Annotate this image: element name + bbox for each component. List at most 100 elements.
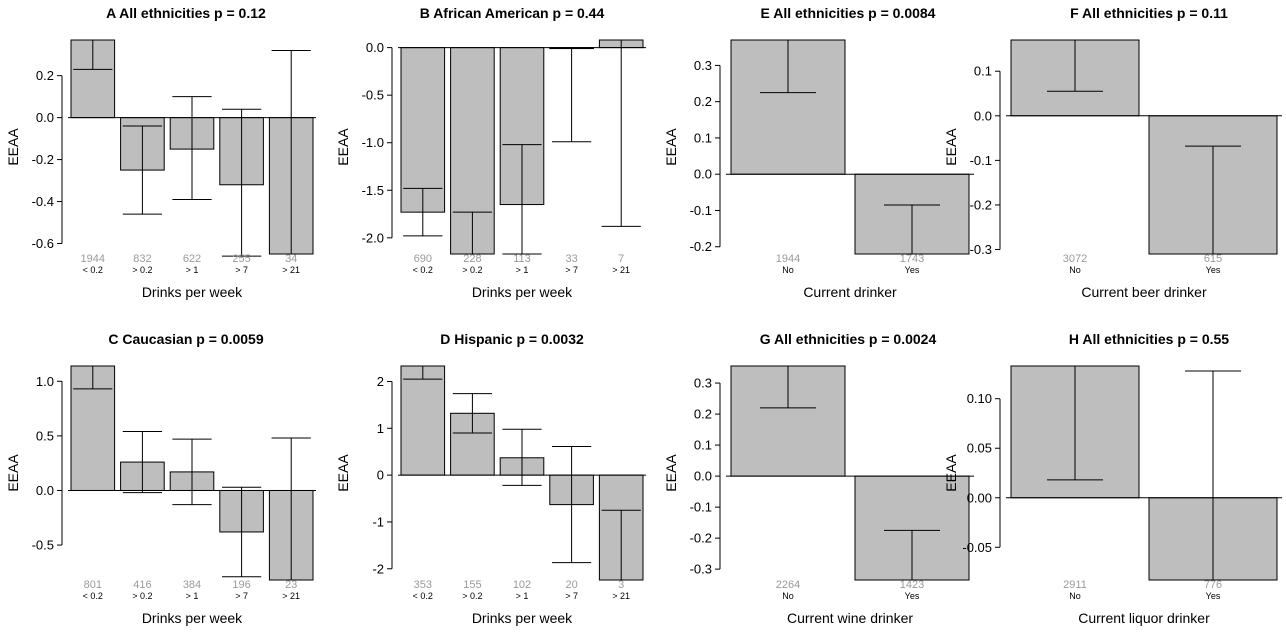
sample-count: 622 [183,253,201,265]
sample-count: 228 [463,253,481,265]
x-axis-label: Drinks per week [472,610,573,626]
x-axis-label: Current drinker [803,284,897,300]
category-label: Yes [905,591,920,601]
y-tick-label: 0.1 [694,438,712,453]
y-tick-label: 0.2 [694,407,712,422]
panel-title: G All ethnicities p = 0.0024 [760,331,937,347]
category-label: No [782,265,794,275]
category-label: < 0.2 [413,265,433,275]
category-label: > 7 [235,591,248,601]
sample-count: 690 [414,253,432,265]
panel-g: G All ethnicities p = 0.0024 -0.3 -0.2 -0.1… [663,331,974,626]
y-tick-label: 0.0 [366,40,384,55]
sample-count: 196 [232,579,250,591]
category-label: > 7 [565,591,578,601]
y-tick-label: -0.2 [970,197,992,212]
panel-a: A All ethnicities p = 0.12 -0.6 -0.4 -0.2 0.… [5,5,316,300]
category-label: Yes [905,265,920,275]
y-tick-label: -2.0 [362,230,384,245]
category-label: > 1 [186,265,199,275]
category-label: > 1 [516,265,529,275]
category-label: Yes [1206,265,1221,275]
y-axis-label: EEAA [335,128,351,166]
category-label: > 21 [282,591,300,601]
sample-count: 801 [84,579,102,591]
sample-count: 3072 [1063,253,1087,265]
y-tick-label: 0.2 [694,94,712,109]
y-tick-label: 2 [377,374,384,389]
y-tick-label: -1 [372,514,384,529]
category-label: > 0.2 [132,591,152,601]
y-tick-label: 0 [377,468,384,483]
y-tick-label: -0.3 [970,242,992,257]
y-tick-label: -0.2 [690,239,712,254]
panel-title: D Hispanic p = 0.0032 [440,331,584,347]
y-tick-label: -0.4 [32,194,54,209]
category-label: > 7 [235,265,248,275]
sample-count: 384 [183,579,201,591]
y-tick-label: -2 [372,561,384,576]
y-tick-label: 0.0 [694,469,712,484]
sample-count: 1743 [900,253,924,265]
y-tick-label: -0.6 [32,236,54,251]
category-label: Yes [1206,591,1221,601]
category-label: No [1069,265,1081,275]
sample-count: 3 [618,579,624,591]
sample-count: 2911 [1063,579,1087,591]
y-axis-label: EEAA [5,454,21,492]
y-tick-label: -0.2 [690,531,712,546]
sample-count: 255 [232,253,250,265]
y-tick-label: 0.1 [694,130,712,145]
sample-count: 7 [618,253,624,265]
category-label: > 21 [282,265,300,275]
sample-count: 1944 [81,253,105,265]
category-label: > 21 [612,265,630,275]
y-tick-label: 1.0 [36,374,54,389]
sample-count: 102 [513,579,531,591]
panel-f: F All ethnicities p = 0.11 -0.3 -0.2 -0.1 0.… [943,5,1282,300]
y-tick-label: -0.1 [970,153,992,168]
y-tick-label: -0.2 [32,152,54,167]
y-tick-label: 0.00 [967,490,992,505]
panel-e: E All ethnicities p = 0.0084 -0.2 -0.1 0.0 0… [663,5,974,300]
category-label: < 0.2 [83,265,103,275]
sample-count: 1423 [900,579,924,591]
sample-count: 832 [133,253,151,265]
y-tick-label: 0.1 [974,64,992,79]
y-tick-label: 0.0 [36,110,54,125]
sample-count: 155 [463,579,481,591]
sample-count: 33 [565,253,577,265]
y-tick-label: 0.2 [36,68,54,83]
x-axis-label: Drinks per week [142,610,243,626]
panel-h: H All ethnicities p = 0.55 -0.05 0.00 0.05 0… [943,331,1282,626]
category-label: > 1 [186,591,199,601]
y-tick-label: -1.5 [362,183,384,198]
y-tick-label: 0.3 [694,58,712,73]
y-axis-label: EEAA [943,454,959,492]
panel-title: B African American p = 0.44 [420,5,605,21]
y-tick-label: -0.1 [690,500,712,515]
category-label: < 0.2 [83,591,103,601]
y-axis-label: EEAA [335,454,351,492]
x-axis-label: Current liquor drinker [1078,610,1210,626]
y-tick-label: 0.0 [694,167,712,182]
x-axis-label: Drinks per week [472,284,573,300]
y-tick-label: 0.0 [974,108,992,123]
category-label: < 0.2 [413,591,433,601]
sample-count: 353 [414,579,432,591]
y-tick-label: 0.5 [36,428,54,443]
category-label: > 0.2 [132,265,152,275]
category-label: > 0.2 [462,591,482,601]
panel-c: C Caucasian p = 0.0059 -0.5 0.0 0.5 1.0 EEAA 8… [5,331,316,626]
panel-title: H All ethnicities p = 0.55 [1069,331,1229,347]
y-tick-label: 1 [377,421,384,436]
sample-count: 113 [513,253,531,265]
panel-title: A All ethnicities p = 0.12 [106,5,266,21]
category-label: > 21 [612,591,630,601]
panel-b: B African American p = 0.44 -2.0 -1.5 -1.0 -… [335,5,646,300]
sample-count: 20 [565,579,577,591]
sample-count: 1944 [776,253,800,265]
bar [400,365,446,476]
y-tick-label: 0.0 [36,483,54,498]
